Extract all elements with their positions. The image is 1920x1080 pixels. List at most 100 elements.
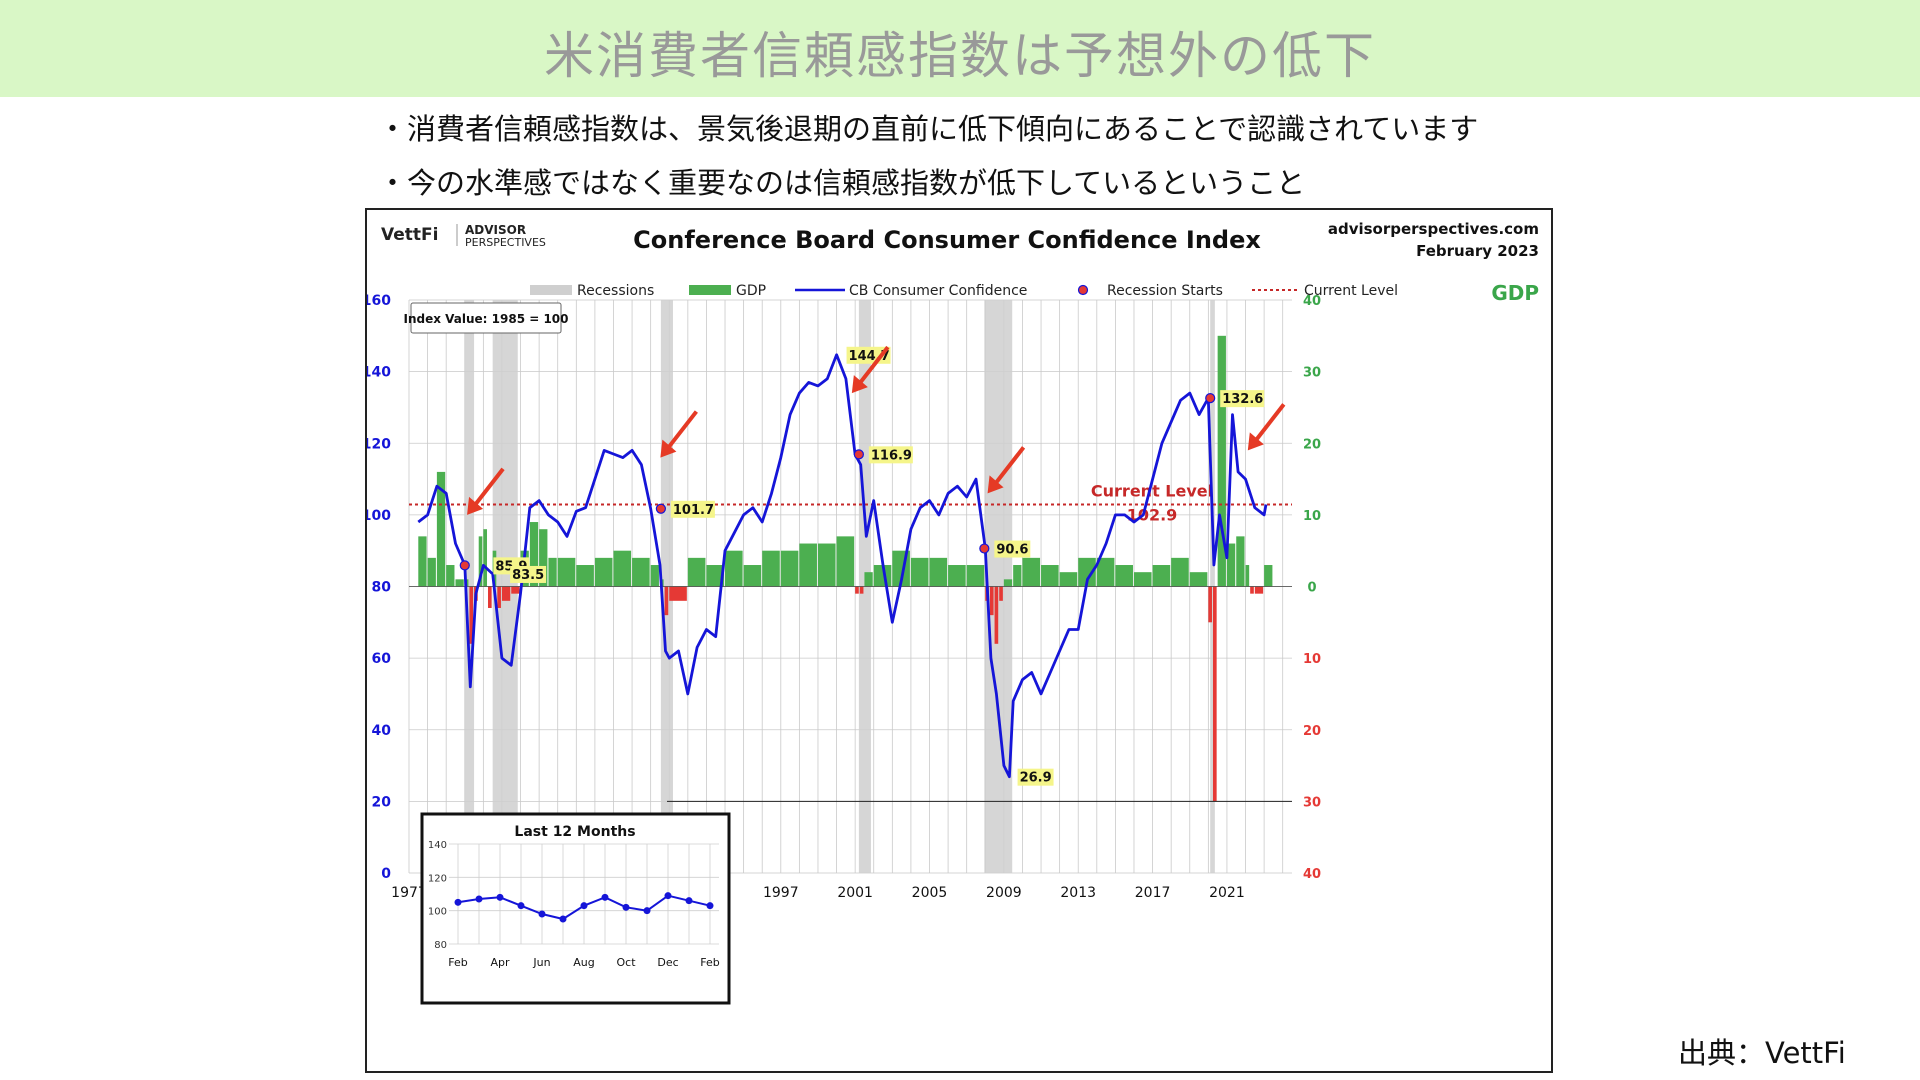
left-axis-tick-label: 160 (367, 293, 391, 309)
x-axis-tick-label: 2009 (986, 885, 1022, 901)
index-note-frame (410, 302, 562, 334)
gdp-bar-positive (539, 529, 548, 587)
inset-frame (420, 812, 731, 1005)
inset-y-tick-label: 140 (428, 840, 447, 851)
right-axis-tick-label-negative: 40 (1303, 867, 1321, 882)
legend-current-level: Current Level (1304, 283, 1398, 299)
annotation-highlight (868, 446, 913, 464)
arrow-shaft (858, 345, 890, 385)
gdp-bar-negative (999, 586, 1003, 601)
gdp-bar-positive (418, 536, 427, 587)
gdp-bar-negative (1208, 586, 1212, 623)
bullet-point-1: ・消費者信頼感指数は、景気後退期の直前に低下傾向にあることで認識されています (378, 112, 1479, 146)
legend-cci: CB Consumer Confidence (849, 283, 1027, 299)
right-axis-tick-label-negative: 30 (1303, 795, 1321, 810)
right-axis-tick-label-positive: 30 (1303, 366, 1321, 381)
inset-y-tick-label: 120 (428, 873, 447, 884)
annotation-highlight (994, 540, 1031, 558)
chart-title: Conference Board Consumer Confidence Ind… (633, 226, 1261, 254)
gdp-bar-positive (594, 557, 613, 587)
gdp-bar-positive (836, 536, 855, 587)
inset-point (643, 907, 651, 915)
gdp-bar-positive (576, 565, 594, 587)
annotation-label: 26.9 (1020, 771, 1052, 786)
inset-point (685, 897, 693, 905)
inset-point (706, 902, 714, 910)
gdp-bar-positive (1236, 536, 1245, 587)
legend-recession-starts: Recession Starts (1107, 283, 1223, 299)
annotation-highlight (510, 565, 547, 583)
inset-x-tick-label: Dec (657, 956, 678, 969)
arrow-head (851, 375, 868, 394)
inset-plot: 80 100 120 140 Feb Apr Jun Aug Oct Dec Feb (428, 840, 720, 969)
chart-legend: Recessions GDP CB Consumer Confidence Re… (530, 283, 1398, 299)
x-axis-tick-label: 2001 (837, 885, 873, 901)
gdp-bar-positive (762, 550, 780, 587)
annotation-highlight (670, 500, 715, 518)
x-axis-tick-label: 1997 (763, 885, 799, 901)
gdp-bar-negative (989, 586, 994, 616)
gdp-bar-negative (497, 586, 501, 608)
recession-start-marker (853, 449, 864, 460)
gdp-bar-positive (548, 557, 557, 587)
current-level: Current Level 102.9 (409, 481, 1292, 524)
annotation-highlight (1220, 390, 1265, 408)
inset-last-12-months: Last 12 Months 80 100 120 140 Feb Apr Jun Aug Oc… (420, 812, 731, 1005)
inset-point (622, 903, 630, 911)
index-note: Index Value: 1985 = 100 (403, 312, 568, 326)
x-axis-tick-label: 1977 (391, 885, 427, 901)
arrow-head (660, 439, 677, 458)
annotation-label: 132.6 (1222, 392, 1263, 407)
annotation-highlight (1017, 768, 1054, 786)
gdp-bar-positive (1152, 565, 1171, 587)
gdp-bar-negative (469, 586, 474, 644)
gdp-bar-positive (436, 471, 446, 587)
inset-x-tick-label: Jun (532, 956, 550, 969)
inset-y-tick-label: 80 (434, 940, 447, 951)
left-axis-tick-label: 0 (381, 866, 391, 882)
gdp-bar-positive (1171, 557, 1189, 587)
gdp-bar-positive (966, 565, 985, 587)
gdp-bar-positive (1078, 557, 1096, 587)
legend-recessions: Recessions (577, 283, 654, 299)
gdp-bar-positive (929, 557, 948, 587)
inset-point (496, 893, 504, 901)
gdp-bar-positive (1226, 543, 1236, 587)
gdp-axis-title: GDP (1491, 281, 1539, 305)
gdp-bar-positive (650, 565, 659, 587)
legend-gdp-swatch (689, 285, 731, 295)
inset-point (664, 892, 672, 900)
recession-start-marker (655, 503, 666, 514)
inset-x-tick-label: Feb (448, 956, 467, 969)
consumer-confidence-chart: VettFi ADVISOR PERSPECTIVES Conference B… (362, 220, 1539, 1005)
gdp-bar-positive (1013, 565, 1022, 587)
arrow-shaft (666, 410, 698, 449)
right-axis-tick-label-negative: 20 (1303, 724, 1321, 739)
gdp-bar-positive (910, 557, 929, 587)
gdp-bar-negative (994, 586, 999, 644)
gdp-bar-positive (1115, 565, 1133, 587)
gdp-bar-positive (446, 565, 455, 587)
arrow-head (1247, 432, 1264, 451)
gdp-bar-positive (455, 579, 464, 587)
advisor-logo-line1: ADVISOR (465, 223, 526, 237)
gdp-bar-negative (859, 586, 864, 594)
left-axis-tick-label: 80 (372, 580, 392, 596)
gdp-bar-positive (706, 565, 725, 587)
gdp-bar-positive (632, 557, 650, 587)
current-level-label: Current Level (1091, 481, 1213, 500)
right-axis-tick-label-negative: 10 (1303, 652, 1321, 667)
gdp-bar-negative (855, 586, 859, 594)
inset-x-tick-label: Oct (616, 956, 636, 969)
gdp-bar-positive (557, 557, 576, 587)
annotation-label: 101.7 (673, 503, 714, 518)
gdp-bar-negative (488, 586, 492, 608)
slide-title: 米消費者信頼感指数は予想外の低下 (544, 27, 1376, 85)
vettfi-logo: VettFi (381, 225, 438, 245)
annotation-label: 90.6 (996, 543, 1028, 558)
gdp-bar-positive (799, 543, 817, 587)
gdp-bar-positive (780, 550, 799, 587)
gdp-bar-positive (864, 572, 873, 587)
site-name: advisorperspectives.com (1328, 220, 1539, 238)
gdp-bar-positive (743, 565, 762, 587)
